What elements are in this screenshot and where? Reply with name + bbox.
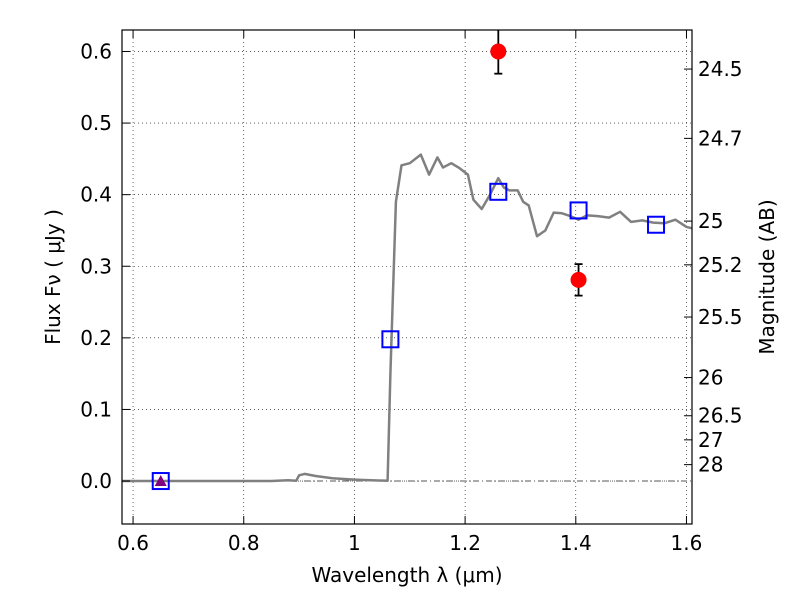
x-tick-label: 1.2 — [449, 531, 481, 555]
mag-tick-label: 25 — [698, 209, 723, 233]
x-tick-label: 1.6 — [671, 531, 703, 555]
y-tick-label: 0.1 — [80, 397, 112, 421]
observed-flux-point — [490, 43, 507, 60]
y-tick-label: 0.2 — [80, 326, 112, 350]
mag-tick-label: 24.5 — [698, 57, 743, 81]
model-spectrum-line — [122, 153, 693, 483]
model-photometry-point — [381, 330, 400, 349]
model-photometry-point — [569, 201, 588, 220]
mag-tick-label: 25.2 — [698, 253, 743, 277]
y-axis-label: Flux Fν ( μJy ) — [41, 209, 65, 345]
mag-tick-label: 26 — [698, 366, 723, 390]
observed-flux-point — [570, 271, 587, 288]
y-tick-label: 0.3 — [80, 254, 112, 278]
y-tick-label: 0.0 — [80, 469, 112, 493]
model-photometry-point — [151, 472, 170, 491]
axis-ticks — [122, 30, 692, 524]
x-tick-labels: 0.6 0.8 1 1.2 1.4 1.6 — [117, 531, 702, 555]
x-tick-label: 0.8 — [228, 531, 260, 555]
model-photometry-point — [647, 215, 666, 234]
y-tick-label: 0.6 — [80, 39, 112, 63]
grid-lines — [122, 30, 692, 524]
mag-tick-label: 24.7 — [698, 126, 743, 150]
model-photometry-point — [489, 182, 508, 201]
mag-tick-label: 26.5 — [698, 404, 743, 428]
model-spectrum-series — [122, 153, 693, 483]
y-tick-labels: 0.0 0.1 0.2 0.3 0.4 0.5 0.6 — [80, 39, 112, 493]
x-axis-label: Wavelength λ (μm) — [311, 563, 502, 587]
x-tick-label: 1.4 — [560, 531, 592, 555]
mag-tick-label: 28 — [698, 453, 723, 477]
plot-frame — [121, 29, 693, 525]
y-tick-label: 0.4 — [80, 183, 112, 207]
mag-tick-label: 27 — [698, 428, 723, 452]
detection-point — [154, 475, 167, 487]
y-tick-label: 0.5 — [80, 111, 112, 135]
x-tick-label: 0.6 — [117, 531, 149, 555]
y2-axis-label: Magnitude (AB) — [755, 199, 779, 354]
data-markers — [151, 30, 666, 491]
mag-tick-label: 25.5 — [698, 305, 743, 329]
x-tick-label: 1 — [348, 531, 361, 555]
